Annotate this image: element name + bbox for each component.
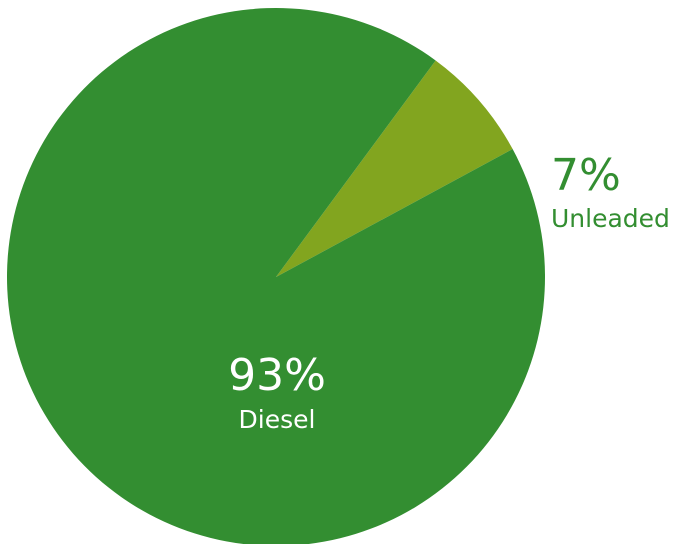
- pie-category-label-unleaded: Unleaded: [551, 204, 670, 233]
- pie-value-label-unleaded: 7%: [551, 150, 621, 201]
- pie-labels: 7% Unleaded 93% Diesel: [228, 150, 670, 434]
- pie-slices: [7, 8, 545, 544]
- pie-slice-unleaded: [276, 60, 513, 278]
- pie-slice-diesel: [7, 8, 545, 544]
- pie-category-label-diesel: Diesel: [239, 405, 316, 434]
- pie-value-label-diesel: 93%: [228, 350, 326, 401]
